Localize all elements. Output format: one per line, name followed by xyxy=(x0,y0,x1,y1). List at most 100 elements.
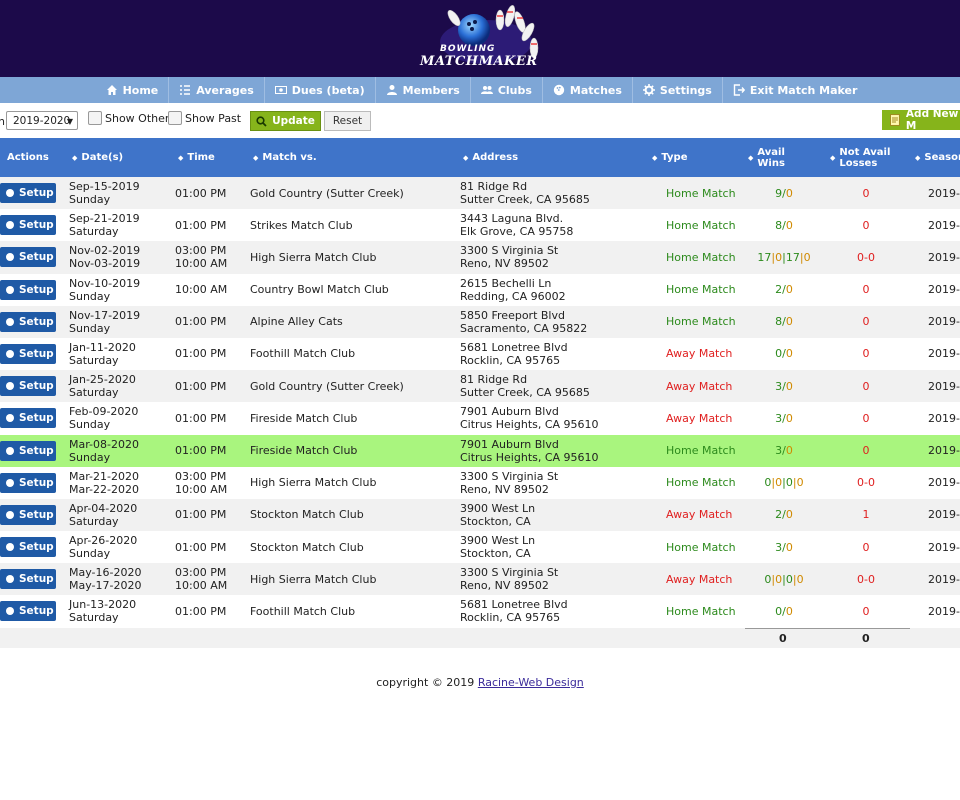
avail-wins-cell: 8/0 xyxy=(775,218,793,232)
avail-wins-cell: 17|0|17|0 xyxy=(757,250,811,264)
time-cell: 01:00 PM xyxy=(175,444,227,457)
address-cell: 81 Ridge Rd Sutter Creek, CA 95685 xyxy=(460,180,590,206)
setup-icon xyxy=(6,253,14,262)
match-type-cell: Away Match xyxy=(666,572,733,586)
not-avail-losses-cell: 0 xyxy=(862,218,870,232)
nav-item-clubs[interactable]: Clubs xyxy=(471,77,543,103)
nav-item-home[interactable]: Home xyxy=(96,77,170,103)
time-cell: 10:00 AM xyxy=(175,283,228,297)
show-other-checkbox[interactable] xyxy=(88,111,102,125)
setup-button[interactable]: Setup xyxy=(0,279,56,300)
address-cell: 5681 Lonetree Blvd Rocklin, CA 95765 xyxy=(460,340,568,367)
nav-item-dues-beta[interactable]: Dues (beta) xyxy=(265,77,376,103)
match-type-cell: Home Match xyxy=(666,250,736,264)
setup-button[interactable]: Setup xyxy=(0,537,56,558)
match-vs-cell: Country Bowl Match Club xyxy=(250,283,389,297)
update-button[interactable]: Update xyxy=(250,111,321,131)
time-cell: 01:00 PM xyxy=(175,508,227,522)
nav-item-matches[interactable]: Matches xyxy=(543,77,633,103)
time-cell: 03:00 PM 10:00 AM xyxy=(175,566,228,593)
col-address[interactable]: ◆ Address xyxy=(463,152,519,163)
address-cell: 3300 S Virginia St Reno, NV 89502 xyxy=(460,566,559,593)
match-type-cell: Home Match xyxy=(666,540,736,554)
date-cell: Sep-15-2019 Sunday xyxy=(69,180,140,206)
time-cell: 01:00 PM xyxy=(175,540,227,554)
address-cell: 3300 S Virginia St Reno, NV 89502 xyxy=(460,244,559,271)
setup-button[interactable]: Setup xyxy=(0,408,56,429)
setup-button[interactable]: Setup xyxy=(0,504,56,525)
season-label: n: xyxy=(0,115,9,128)
season-cell: 2019-2 xyxy=(928,604,960,618)
nav-item-exit-match-maker[interactable]: Exit Match Maker xyxy=(723,77,868,103)
match-vs-cell: Strikes Match Club xyxy=(250,218,353,232)
match-type-cell: Home Match xyxy=(666,283,736,297)
table-row: Setup Apr-04-2020 Saturday 01:00 PM Stockton… xyxy=(0,498,960,532)
col-avail-wins[interactable]: ◆ Avail Wins xyxy=(748,146,785,169)
update-label: Update xyxy=(272,115,315,127)
col-time[interactable]: ◆ Time xyxy=(178,152,215,163)
setup-button[interactable]: Setup xyxy=(0,601,56,622)
setup-icon xyxy=(6,575,14,584)
match-type-cell: Away Match xyxy=(666,411,733,425)
season-cell: 2019-2 xyxy=(928,411,960,425)
show-past-checkbox[interactable] xyxy=(168,111,182,125)
reset-label: Reset xyxy=(332,115,363,127)
setup-button[interactable]: Setup xyxy=(0,183,56,203)
col-not-avail-losses[interactable]: ◆ Not Avail Losses xyxy=(830,146,891,169)
match-type-cell: Away Match xyxy=(666,379,733,393)
setup-icon xyxy=(6,607,14,616)
sort-icon: ◆ xyxy=(72,153,78,162)
filter-toolbar: n: 2019-2020 ▼ Show Other Show Past Upda… xyxy=(0,103,960,138)
col-type[interactable]: ◆ Type xyxy=(652,152,688,163)
date-cell: May-16-2020 May-17-2020 xyxy=(69,566,142,593)
col-actions: Actions xyxy=(7,152,49,163)
season-cell: 2019-2 xyxy=(928,444,960,457)
setup-button[interactable]: Setup xyxy=(0,440,56,461)
match-vs-cell: Fireside Match Club xyxy=(250,411,358,425)
sort-icon: ◆ xyxy=(253,153,259,162)
setup-button[interactable]: Setup xyxy=(0,472,56,493)
season-select[interactable]: 2019-2020 ▼ xyxy=(6,111,78,130)
money-icon xyxy=(274,84,287,96)
setup-button[interactable]: Setup xyxy=(0,215,56,236)
setup-button[interactable]: Setup xyxy=(0,343,56,364)
table-row: Setup Mar-21-2020 Mar-22-2020 03:00 PM 10:00… xyxy=(0,466,960,499)
match-type-cell: Away Match xyxy=(666,347,733,361)
col-match[interactable]: ◆ Match vs. xyxy=(253,152,317,163)
total-losses: 0 xyxy=(862,632,870,645)
chevron-down-icon: ▼ xyxy=(66,117,73,126)
col-season[interactable]: ◆Season xyxy=(915,152,960,163)
footer: copyright © 2019 Racine-Web Design xyxy=(0,676,960,689)
racine-web-design-link[interactable]: Racine-Web Design xyxy=(477,676,584,689)
date-cell: Apr-04-2020 Saturday xyxy=(69,501,138,528)
match-vs-cell: Foothill Match Club xyxy=(250,347,356,361)
address-cell: 3900 West Ln Stockton, CA xyxy=(460,501,536,528)
not-avail-losses-cell: 1 xyxy=(862,508,870,522)
nav-item-averages[interactable]: Averages xyxy=(169,77,265,103)
match-vs-cell: Foothill Match Club xyxy=(250,604,356,618)
nav-item-label: Matches xyxy=(569,83,622,97)
address-cell: 81 Ridge Rd Sutter Creek, CA 95685 xyxy=(460,373,590,400)
nav-item-label: Clubs xyxy=(497,83,532,97)
setup-button[interactable]: Setup xyxy=(0,376,56,397)
not-avail-losses-cell: 0 xyxy=(862,283,870,297)
avail-wins-cell: 9/0 xyxy=(775,186,793,200)
time-cell: 01:00 PM xyxy=(175,604,227,618)
col-date[interactable]: ◆ Date(s) xyxy=(72,152,124,163)
reset-button[interactable]: Reset xyxy=(324,111,371,131)
season-cell: 2019-2 xyxy=(928,186,960,200)
table-row: Setup Jan-25-2020 Saturday 01:00 PM Gold Cou… xyxy=(0,370,960,403)
bowling-logo-icon[interactable] xyxy=(416,4,548,74)
add-new-match-button[interactable]: Add New M xyxy=(882,108,960,132)
time-cell: 01:00 PM xyxy=(175,411,227,425)
nav-item-settings[interactable]: Settings xyxy=(633,77,723,103)
avail-wins-cell: 0/0 xyxy=(775,604,793,618)
table-row: Setup Sep-21-2019 Saturday 01:00 PM Strikes … xyxy=(0,209,960,242)
setup-button[interactable]: Setup xyxy=(0,311,56,332)
nav-item-members[interactable]: Members xyxy=(376,77,471,103)
table-row: Setup Apr-26-2020 Sunday 01:00 PM Stockton M… xyxy=(0,531,960,564)
match-vs-cell: Stockton Match Club xyxy=(250,540,364,554)
setup-button[interactable]: Setup xyxy=(0,569,56,590)
setup-button[interactable]: Setup xyxy=(0,247,56,268)
matches-table-header: Actions ◆ Date(s) ◆ Time ◆ Match vs. ◆ Addre… xyxy=(0,138,960,177)
